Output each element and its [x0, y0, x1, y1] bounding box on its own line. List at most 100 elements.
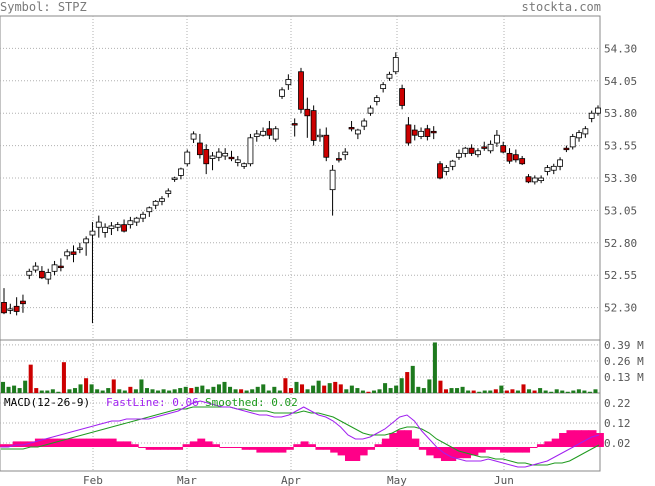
- macd-histogram-bar: [145, 447, 154, 450]
- candle-body: [291, 123, 298, 126]
- candle-body: [70, 251, 77, 255]
- volume-bar: [399, 378, 404, 393]
- volume-bar: [228, 386, 233, 393]
- axis-ticks: 54.30 54.05 53.80 53.55 53.30 53.05 52.80 52.55…: [83, 42, 644, 486]
- candle-body: [595, 107, 601, 114]
- volume-bar: [493, 389, 498, 393]
- volume-bar: [250, 389, 255, 393]
- macd-histogram-bar: [57, 438, 65, 447]
- month-label: Jun: [494, 474, 514, 486]
- candle-body: [563, 147, 570, 151]
- candle-body: [468, 147, 475, 154]
- candle-body: [83, 238, 90, 244]
- smoothed-legend: Smoothed: 0.02: [205, 396, 298, 409]
- macd-histogram-bar: [189, 441, 198, 447]
- volume-bar: [355, 388, 360, 393]
- candle-body: [20, 300, 26, 305]
- macd-histogram-bar: [455, 447, 464, 459]
- fastline-name: FastLine: [106, 396, 159, 409]
- volume-bar: [72, 388, 78, 393]
- volume-bar: [194, 386, 199, 393]
- candle-body: [7, 308, 14, 311]
- volume-bar: [560, 390, 565, 393]
- volume-bar: [311, 385, 316, 393]
- candle-body: [304, 108, 311, 117]
- macd-histogram-bar: [293, 444, 302, 447]
- macd-histogram-bar: [101, 438, 110, 447]
- macd-histogram-bar: [86, 438, 95, 447]
- candle-body: [152, 200, 159, 206]
- candle-body: [367, 107, 374, 114]
- candle-body: [171, 177, 178, 180]
- candle-body: [64, 251, 71, 257]
- macd-histogram-bar: [12, 441, 21, 447]
- macd-histogram-bar: [367, 447, 376, 450]
- volume-bar: [111, 379, 116, 393]
- volume-bar: [327, 383, 332, 393]
- volume-bar: [239, 389, 244, 393]
- volume-bar: [366, 391, 371, 393]
- fastline-line: [1, 400, 600, 468]
- volume-bar: [471, 390, 476, 393]
- macd-histogram-bar: [374, 444, 383, 447]
- volume-bar: [377, 389, 382, 393]
- price-tick-label: 53.80: [604, 107, 637, 120]
- price-tick-label: 53.05: [604, 204, 637, 217]
- volume-bar: [139, 379, 144, 393]
- candle-body: [418, 130, 424, 137]
- volume-bar: [587, 391, 592, 393]
- macd-histogram-bar: [426, 447, 435, 456]
- price-tick-label: 52.55: [604, 269, 637, 282]
- macd-histogram-bar: [123, 441, 132, 447]
- volume-bar: [549, 391, 554, 393]
- macd-histogram-bar: [256, 447, 265, 453]
- volume-bar: [172, 389, 177, 393]
- candle-body: [234, 159, 241, 163]
- candle-body: [462, 147, 469, 154]
- volume-bar: [67, 389, 72, 393]
- volume-bar: [133, 389, 138, 393]
- volume-bar: [316, 380, 321, 393]
- volume-bar: [582, 390, 587, 393]
- candle-body: [582, 128, 589, 135]
- volume-bar: [89, 384, 94, 393]
- volume-bar: [466, 390, 471, 393]
- macd-histogram-bar: [167, 447, 176, 450]
- macd-histogram-bar: [396, 430, 405, 447]
- candle-body: [253, 133, 260, 137]
- macd-histogram-bar: [389, 433, 398, 447]
- candle-body: [506, 152, 513, 162]
- volume-bar: [532, 390, 537, 393]
- candle-body: [456, 152, 462, 158]
- volume-bar: [144, 388, 149, 393]
- candle-body: [336, 158, 342, 161]
- macd-histogram-bar: [470, 447, 479, 456]
- macd-histogram-bar: [219, 447, 228, 448]
- volume-bar: [244, 390, 249, 393]
- macd-histogram-bar: [551, 438, 560, 447]
- candle-body: [487, 143, 494, 152]
- volume-bar: [515, 390, 520, 393]
- candle-body: [159, 198, 165, 202]
- candle-body: [190, 133, 197, 140]
- volume-bar: [128, 386, 133, 393]
- price-tick-label: 53.30: [604, 172, 637, 185]
- volume-tick-label: 0.26 M: [604, 355, 644, 368]
- macd-histogram-bar: [581, 430, 590, 447]
- volume-bar: [17, 388, 22, 393]
- macd-histogram-bar: [492, 447, 501, 450]
- candle-body: [348, 127, 355, 130]
- candle-body: [247, 137, 254, 165]
- candle-body: [493, 134, 500, 144]
- volume-bar: [255, 386, 260, 393]
- macd-histogram-bar: [433, 447, 442, 459]
- candle-body: [272, 128, 279, 140]
- macd-histogram-bar: [175, 447, 184, 450]
- macd-histogram-bar: [596, 433, 604, 447]
- volume-bar: [84, 378, 89, 393]
- volume-bar: [12, 385, 17, 393]
- volume-bar: [527, 389, 532, 393]
- macd-histogram-bar: [160, 447, 169, 450]
- volume-bar: [100, 390, 105, 393]
